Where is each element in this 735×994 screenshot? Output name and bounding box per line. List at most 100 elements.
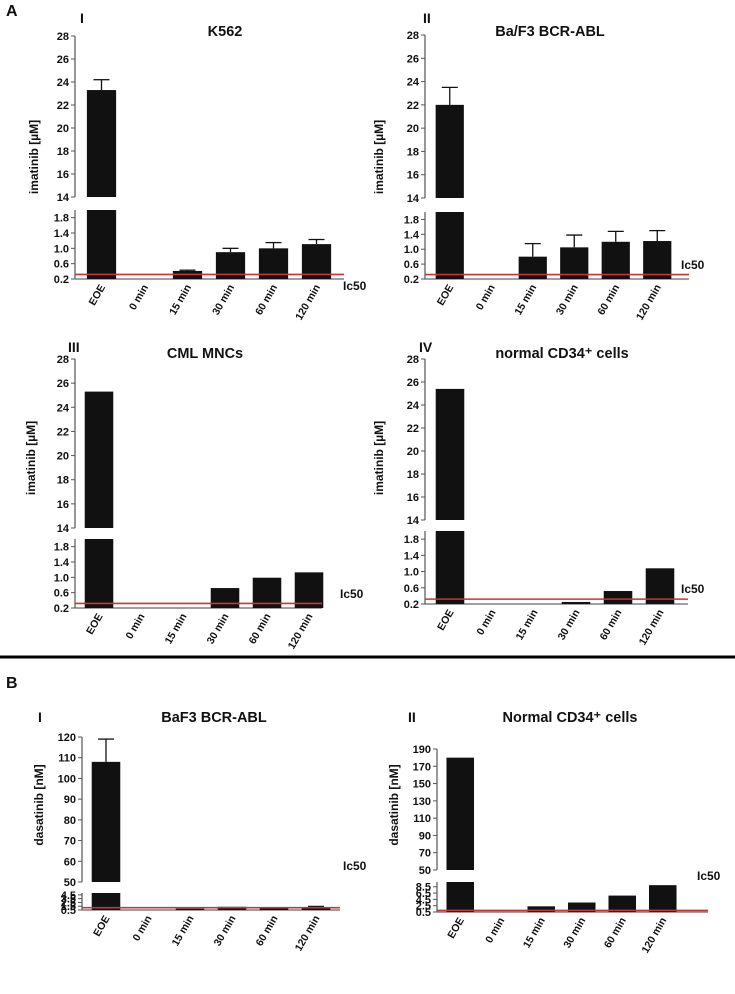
x-tick-label: 30 min [212, 914, 239, 949]
y-tick-label: 20 [407, 123, 419, 135]
y-tick-label: 14 [407, 193, 420, 205]
bar [567, 902, 596, 912]
y-tick-label: 0.6 [404, 583, 419, 595]
y-tick-label: 170 [413, 761, 431, 773]
y-tick-label: 20 [57, 451, 69, 463]
bar-upper-segment [84, 391, 114, 528]
x-tick-label: 60 min [254, 914, 281, 949]
y-tick-label: 18 [57, 146, 69, 158]
y-tick-label: 1.4 [404, 229, 420, 241]
y-tick-label: 0.2 [404, 599, 419, 611]
x-tick-label: 60 min [253, 283, 280, 318]
x-tick-label: 15 min [521, 916, 548, 951]
bar-upper-segment [435, 104, 464, 198]
y-tick-label: 20 [407, 446, 419, 458]
chart-1: I K562 imatinib [µM] 0.2 0.6 1.0 1.4 1.8 14 16 18 2… [27, 10, 367, 322]
bar-upper-segment [91, 761, 121, 882]
ic50-label: Ic50 [343, 279, 367, 293]
bar [518, 256, 547, 279]
x-tick-label: 15 min [512, 283, 539, 318]
x-tick-label: 30 min [554, 283, 581, 318]
bar-upper-segment [446, 757, 475, 870]
bar [643, 241, 672, 279]
bar [527, 906, 556, 912]
bar [301, 244, 332, 279]
bar [561, 601, 591, 604]
y-tick-label: 3.5 [61, 894, 76, 906]
bar-lower-segment [435, 212, 464, 279]
y-tick-label: 2.5 [416, 901, 431, 913]
y-tick-label: 1.8 [54, 213, 69, 225]
chart-title: K562 [208, 24, 243, 40]
chart-5: I BaF3 BCR-ABL dasatinib [nM] 0.51.52.53.54… [32, 709, 367, 953]
bar-upper-segment [435, 388, 465, 520]
y-tick-label: 20 [57, 123, 69, 135]
chart-number: III [68, 339, 80, 355]
bar [645, 568, 675, 604]
chart-number: II [408, 709, 416, 725]
charts-container: I K562 imatinib [µM] 0.2 0.6 1.0 1.4 1.8 14 16 18 2… [24, 10, 721, 955]
x-tick-label: 120 min [293, 283, 323, 323]
y-axis-label: dasatinib [nM] [32, 764, 46, 845]
y-tick-label: 22 [407, 423, 419, 435]
y-tick-label: 22 [407, 100, 419, 112]
y-tick-label: 28 [407, 30, 419, 42]
bar [648, 885, 677, 912]
x-tick-label: EOE [84, 612, 105, 637]
bar [210, 588, 240, 608]
chart-title: Normal CD34⁺ cells [503, 710, 638, 726]
y-tick-label: 1.0 [404, 244, 419, 256]
x-tick-label: EOE [445, 916, 466, 941]
y-tick-label: 90 [64, 794, 76, 806]
x-tick-label: 30 min [205, 612, 232, 647]
bar-upper-segment [86, 90, 117, 197]
bar-lower-segment [86, 210, 117, 279]
ic50-label: Ic50 [681, 582, 705, 596]
y-tick-label: 0.6 [54, 259, 69, 271]
bar [294, 572, 324, 608]
y-tick-label: 190 [413, 744, 431, 756]
x-tick-label: 0 min [130, 914, 154, 944]
y-tick-label: 14 [57, 192, 70, 204]
y-tick-label: 1.4 [54, 228, 70, 240]
y-tick-label: 16 [407, 170, 419, 182]
x-tick-label: 60 min [602, 916, 629, 951]
x-tick-label: 30 min [556, 608, 583, 643]
y-tick-label: 80 [64, 815, 76, 827]
x-tick-label: 120 min [639, 916, 669, 956]
bar [560, 247, 589, 279]
y-tick-label: 16 [57, 169, 69, 181]
y-tick-label: 4.5 [416, 894, 431, 906]
y-tick-label: 1.8 [54, 542, 69, 554]
y-tick-label: 120 [58, 732, 76, 744]
x-tick-label: 30 min [210, 283, 237, 318]
y-tick-label: 22 [57, 426, 69, 438]
y-tick-label: 0.5 [416, 907, 431, 919]
y-tick-label: 1.0 [54, 243, 69, 255]
bar [301, 907, 331, 910]
x-tick-label: 60 min [247, 612, 274, 647]
y-axis-label: imatinib [µM] [27, 120, 41, 194]
ic50-label: Ic50 [681, 258, 705, 272]
y-tick-label: 6.5 [416, 888, 431, 900]
chart-number: IV [419, 339, 433, 355]
y-tick-label: 1.4 [54, 557, 70, 569]
y-tick-label: 18 [57, 475, 69, 487]
bar-lower-segment [84, 539, 114, 608]
bar [175, 908, 205, 910]
chart-number: I [38, 709, 42, 725]
x-tick-label: 15 min [170, 914, 197, 949]
chart-6: II Normal CD34⁺ cells dasatinib [nM] 0.52.5… [387, 709, 721, 955]
y-tick-label: 4.5 [61, 890, 76, 902]
y-tick-label: 150 [413, 779, 431, 791]
ic50-label: Ic50 [697, 869, 721, 883]
x-tick-label: 120 min [634, 283, 664, 323]
y-tick-label: 0.6 [54, 588, 69, 600]
bar [259, 908, 289, 910]
x-tick-label: 120 min [286, 612, 316, 652]
bar [601, 241, 630, 279]
x-tick-label: 60 min [595, 283, 622, 318]
y-tick-label: 28 [57, 31, 69, 43]
y-tick-label: 0.2 [404, 274, 419, 286]
